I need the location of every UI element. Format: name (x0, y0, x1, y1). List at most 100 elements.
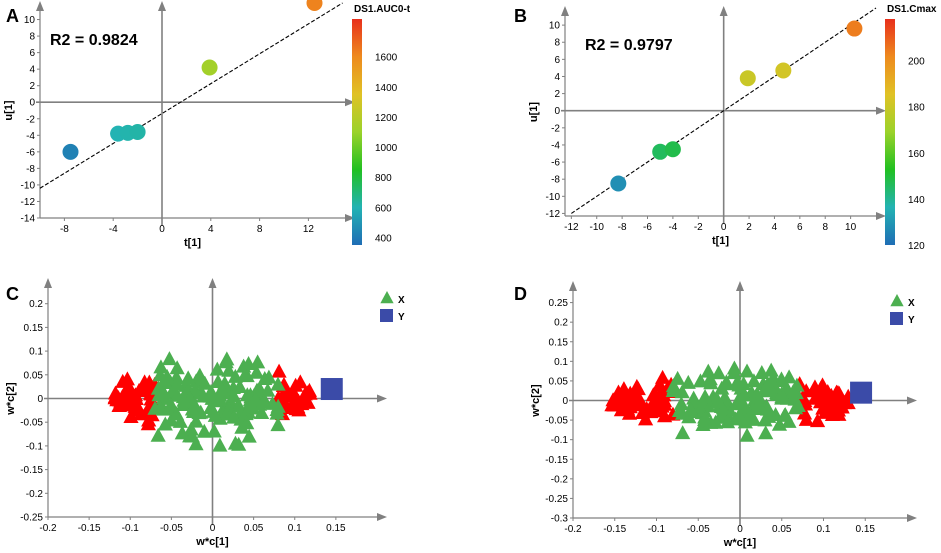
D-panel-label: D (514, 284, 527, 304)
B-x-tick-label: 2 (746, 222, 752, 233)
B-data-point (664, 141, 681, 158)
A-y-tick-label: -2 (26, 114, 35, 125)
C-x-variable-marker (206, 423, 222, 438)
D-y-tick-label: -0.05 (545, 416, 568, 427)
C-x-variable-marker (174, 425, 190, 440)
D-x-variable-marker (714, 380, 730, 395)
D-x-variable-marker (805, 382, 822, 397)
B-data-point (846, 20, 863, 37)
C-x-variable-marker (195, 388, 212, 403)
C-x-variable-marker (183, 421, 199, 436)
D-x-tick-label: 0 (737, 524, 743, 535)
B-colorbar-tick-label: 120 (908, 241, 925, 252)
D-x-tick-label: 0.05 (772, 524, 792, 535)
B-data-point (775, 62, 792, 79)
C-x-tick-label: -0.1 (122, 523, 140, 534)
D-x-variable-marker (629, 378, 645, 393)
C-x-tick-label: -0.15 (78, 523, 101, 534)
A-colorbar-tick-label: 1400 (375, 83, 398, 94)
A-bottom-frame-arrow (345, 214, 355, 222)
C-x-variable-marker (279, 386, 296, 401)
B-x-tick-label: 8 (822, 222, 828, 233)
A-colorbar-tick-label: 1000 (375, 143, 398, 154)
A-y-axis-title: u[1] (3, 100, 15, 121)
C-x-axis-title: w*c[1] (195, 536, 229, 548)
C-x-variable-marker (157, 416, 173, 431)
C-x-variable-marker (250, 354, 266, 369)
B-r2-annotation: R2 = 0.9797 (585, 37, 673, 54)
C-x-variable-marker (212, 437, 228, 452)
A-colorbar-tick-label: 1600 (375, 53, 398, 64)
C-legend-x-label: X (398, 295, 405, 306)
D-x-tick-label: 0.15 (856, 524, 876, 535)
B-data-point (652, 143, 669, 160)
A-y-tick-label: 0 (29, 98, 35, 109)
D-x-variable-marker (620, 398, 636, 413)
C-x-variable-marker (219, 351, 235, 366)
B-x-tick-label: -4 (668, 222, 677, 233)
C-x-variable-marker (257, 371, 273, 386)
B-y-tick-label: -6 (551, 158, 560, 169)
D-x-variable-marker (759, 401, 776, 416)
C-x-variable-marker (163, 396, 179, 411)
C-x-tick-label: 0.15 (326, 523, 346, 534)
A-colorbar-title: DS1.AUC0-t (354, 4, 411, 15)
B-bottom-frame-arrow (876, 212, 886, 220)
B-y-tick-label: 10 (549, 21, 561, 32)
D-x-variable-marker (692, 373, 709, 388)
C-y-tick-label: -0.1 (26, 441, 44, 452)
D-x-variable-marker (746, 411, 762, 426)
C-x-variable-marker (238, 406, 254, 421)
C-y-tick-label: 0.1 (29, 347, 43, 358)
C-y-variable-marker (320, 378, 343, 401)
C-x-tick-label: -0.05 (160, 523, 183, 534)
C-x-variable-marker (226, 388, 242, 403)
C-x-variable-marker (231, 436, 247, 451)
D-y-tick-label: 0.2 (554, 318, 568, 329)
C-x-variable-marker (226, 409, 242, 424)
C-y-tick-label: -0.15 (20, 465, 43, 476)
D-x-variable-marker (754, 365, 770, 380)
D-x-variable-marker (697, 411, 713, 426)
D-x-variable-marker (656, 387, 672, 402)
C-y-tick-label: -0.05 (20, 418, 43, 429)
C-x-variable-marker (197, 375, 213, 390)
C-panel-label: C (6, 284, 19, 304)
D-x-variable-marker (697, 388, 713, 403)
D-x-tick-label: -0.05 (687, 524, 710, 535)
C-x-tick-label: 0.05 (244, 523, 264, 534)
D-y-tick-label: 0 (562, 396, 568, 407)
C-x-variable-marker (115, 373, 131, 388)
B-y-tick-label: 4 (554, 72, 560, 83)
D-x-variable-marker (774, 386, 790, 401)
D-x-variable-marker (771, 416, 788, 431)
B-y-tick-label: 2 (554, 89, 560, 100)
D-legend-y-label: Y (908, 315, 915, 326)
D-x-variable-marker (611, 394, 627, 409)
D-x-variable-marker (680, 374, 696, 389)
D-legend-x-label: X (908, 298, 915, 309)
D-y-tick-label: 0.25 (549, 298, 569, 309)
A-x-axis-title: t[1] (184, 237, 201, 249)
C-x-variable-marker (207, 407, 223, 422)
D-x-variable-marker (833, 399, 849, 414)
C-x-variable-marker (203, 383, 219, 398)
D-y-tick-label: -0.2 (551, 474, 569, 485)
A-y-tick-label: -8 (26, 164, 35, 175)
A-colorbar-tick-label: 800 (375, 173, 392, 184)
C-x-variable-marker (188, 436, 204, 451)
C-x-variable-marker (155, 384, 172, 399)
B-x-tick-label: 0 (721, 222, 727, 233)
C-y-tick-label: 0.2 (29, 299, 43, 310)
D-legend-y-marker (890, 312, 903, 325)
A-data-point (129, 124, 146, 140)
A-data-point (306, 0, 323, 11)
C-y-tick-label: 0 (37, 394, 43, 405)
C-x-variable-marker (249, 364, 265, 379)
panel-c: -0.2 -0.15 -0.1 -0.05 0 0.05 0.1 0.15-0.25-0.2-… (5, 278, 405, 548)
D-x-variable-marker (633, 397, 649, 412)
B-y-tick-label: -8 (551, 175, 560, 186)
B-y-tick-label: -2 (551, 123, 560, 134)
C-x-axis-arrow (377, 394, 387, 403)
